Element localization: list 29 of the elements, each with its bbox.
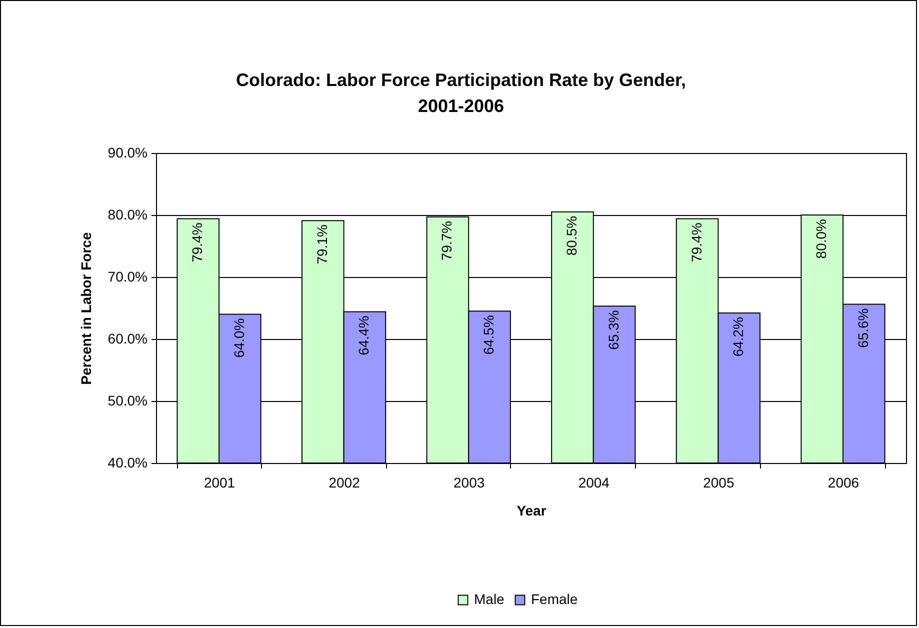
- data-label: 65.6%: [854, 308, 871, 348]
- legend-label: Male: [474, 591, 505, 607]
- y-tick-label: 60.0%: [108, 330, 148, 346]
- legend-label: Female: [531, 591, 578, 607]
- data-label: 65.3%: [605, 310, 622, 350]
- y-tick-label: 70.0%: [108, 268, 148, 284]
- data-label: 80.0%: [813, 219, 830, 259]
- chart-title: Colorado: Labor Force Participation Rate by Gender, 2001-2006: [236, 70, 686, 116]
- data-label: 64.5%: [480, 315, 497, 355]
- y-tick-label: 80.0%: [108, 206, 148, 222]
- x-tick-label: 2004: [578, 474, 610, 490]
- y-tick-label: 40.0%: [108, 454, 148, 470]
- x-tick-label: 2005: [703, 474, 734, 490]
- data-label: 79.7%: [438, 220, 455, 261]
- x-tick-label: 2001: [204, 474, 236, 490]
- y-tick-label: 90.0%: [108, 144, 148, 160]
- data-label: 80.5%: [563, 216, 580, 256]
- data-label: 79.1%: [314, 224, 330, 264]
- x-tick-label: 2003: [454, 474, 485, 490]
- data-label: 64.0%: [230, 318, 247, 358]
- y-axis-title: Percent in Labor Force: [78, 232, 94, 385]
- data-label: 64.4%: [356, 316, 372, 356]
- y-tick-label: 50.0%: [108, 392, 148, 408]
- x-axis-title: Year: [516, 502, 547, 518]
- x-tick-label: 2006: [828, 474, 860, 490]
- data-label: 64.2%: [730, 316, 746, 357]
- data-label: 79.4%: [189, 222, 206, 262]
- data-label: 79.4%: [688, 222, 704, 262]
- x-tick-label: 2002: [328, 474, 360, 490]
